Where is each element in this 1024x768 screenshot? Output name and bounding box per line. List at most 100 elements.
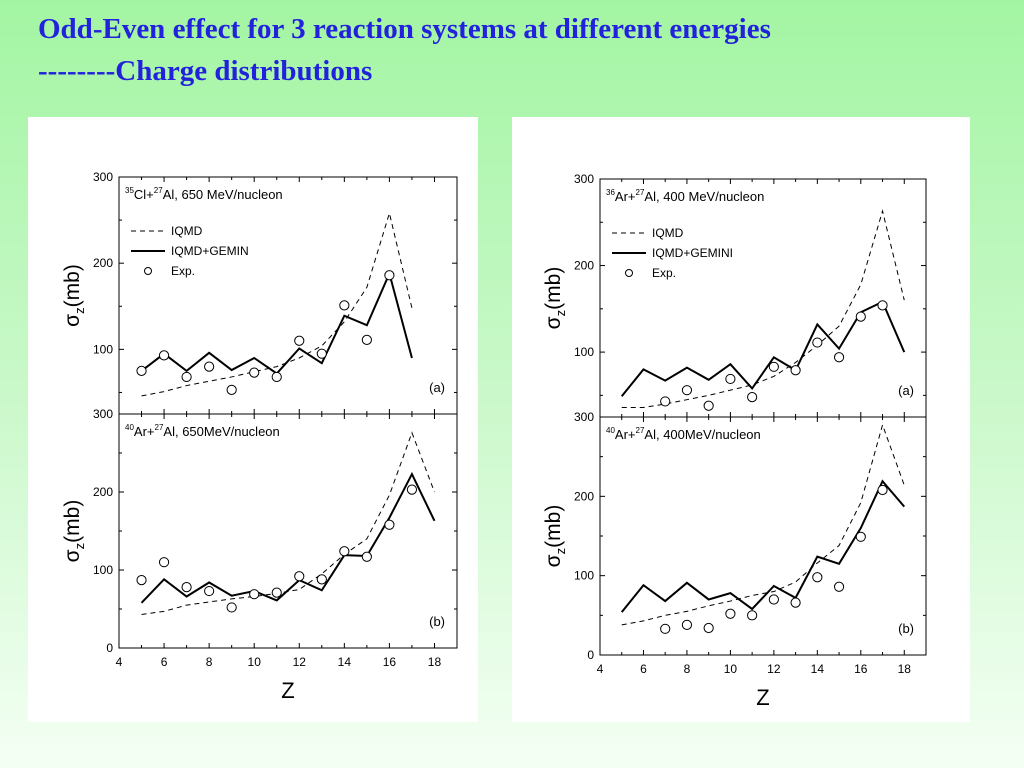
panel-top: 100 200 300 35Cl+27Al, 650 MeV/nucleon (a) σz… xyxy=(61,170,458,415)
slide-title-line2: --------Charge distributions xyxy=(38,55,373,87)
exp-point xyxy=(294,335,305,346)
x-tick-label: 6 xyxy=(161,655,168,669)
exp-point xyxy=(226,602,237,613)
x-tick-label: 18 xyxy=(898,662,912,676)
panel-tag: (a) xyxy=(429,380,445,395)
x-tick-label: 12 xyxy=(293,655,307,669)
exp-point xyxy=(833,581,845,592)
x-tick-label: 4 xyxy=(116,655,123,669)
exp-point xyxy=(339,300,350,311)
exp-point xyxy=(271,587,282,598)
y-axis-label: σz(mb) xyxy=(542,267,568,330)
y-tick-label: 200 xyxy=(574,259,594,273)
exp-point xyxy=(294,571,305,582)
exp-point xyxy=(681,619,693,630)
exp-point xyxy=(681,385,693,396)
y-tick-label: 100 xyxy=(574,345,594,359)
x-tick-label: 14 xyxy=(811,662,825,676)
reaction-label: 40Ar+27Al, 650MeV/nucleon xyxy=(125,423,280,439)
x-tick-label: 12 xyxy=(767,662,781,676)
exp-point xyxy=(226,384,237,395)
exp-point xyxy=(384,519,395,530)
legend-swatch-circle xyxy=(625,269,633,277)
exp-point xyxy=(812,337,823,348)
exp-point xyxy=(747,391,758,403)
exp-point xyxy=(271,371,282,383)
exp-point xyxy=(660,623,671,634)
panel-bottom: 0 100 200 300 40Ar+27Al, 650MeV/nucleon (b) σz… xyxy=(61,407,458,655)
exp-point xyxy=(725,608,736,619)
iqmd-line xyxy=(621,209,905,408)
exp-point xyxy=(361,551,372,562)
y-tick-label: 300 xyxy=(93,170,113,184)
reaction-label: 36Ar+27Al, 400 MeV/nucleon xyxy=(606,188,764,204)
panel-tag: (b) xyxy=(898,621,914,636)
x-tick-label: 16 xyxy=(383,655,397,669)
exp-point xyxy=(384,270,395,281)
exp-point xyxy=(249,589,260,600)
panel-bottom: 0 100 200 300 40Ar+27Al, 400MeV/nucleon (b) σz… xyxy=(542,410,927,662)
exp-point xyxy=(339,546,350,557)
exp-point xyxy=(703,400,714,411)
y-tick-label: 100 xyxy=(93,563,113,577)
exp-point xyxy=(812,572,823,583)
x-tick-label: 4 xyxy=(597,662,604,676)
exp-point xyxy=(877,300,888,311)
exp-point xyxy=(361,334,372,345)
y-tick-label: 300 xyxy=(574,410,594,424)
exp-point xyxy=(316,348,327,359)
exp-point xyxy=(790,365,801,376)
exp-point xyxy=(316,574,327,585)
y-tick-label: 200 xyxy=(93,256,113,270)
y-tick-label: 0 xyxy=(587,648,594,662)
iqmd-gemini-line xyxy=(140,270,413,375)
y-tick-label: 300 xyxy=(574,172,594,186)
x-tick-label: 10 xyxy=(724,662,738,676)
y-tick-label: 100 xyxy=(93,342,113,356)
exp-point xyxy=(768,361,779,372)
exp-point xyxy=(158,557,170,568)
y-tick-label: 300 xyxy=(93,407,113,421)
y-axis-label: σz(mb) xyxy=(542,505,568,568)
exp-point xyxy=(204,585,215,597)
right-figure-card: 100 200 300 36Ar+27Al, 400 MeV/nucleon (a) σz… xyxy=(512,117,970,722)
exp-point xyxy=(725,373,736,385)
slide-title-line1: Odd-Even effect for 3 reaction systems a… xyxy=(38,13,771,45)
reaction-label: 35Cl+27Al, 650 MeV/nucleon xyxy=(125,186,283,202)
legend-label: Exp. xyxy=(652,266,676,280)
legend-swatch-circle xyxy=(144,267,152,275)
x-axis-label: Z xyxy=(756,685,769,710)
y-tick-label: 0 xyxy=(106,641,113,655)
legend: IQMD IQMD+GEMINI Exp. xyxy=(612,226,733,280)
reaction-label: 40Ar+27Al, 400MeV/nucleon xyxy=(606,426,761,442)
exp-point xyxy=(406,484,418,495)
exp-point xyxy=(855,311,866,322)
legend-label: IQMD xyxy=(652,226,684,240)
y-tick-label: 200 xyxy=(574,489,594,503)
panel-tag: (a) xyxy=(898,383,914,398)
y-tick-label: 100 xyxy=(574,569,594,583)
exp-point xyxy=(855,531,866,542)
iqmd-line xyxy=(141,211,413,397)
exp-point xyxy=(204,361,215,372)
exp-point xyxy=(136,575,147,586)
x-tick-label: 6 xyxy=(640,662,647,676)
exp-point xyxy=(703,622,714,634)
exp-point xyxy=(833,352,845,363)
y-axis-label: σz(mb) xyxy=(61,500,87,563)
legend-label: Exp. xyxy=(171,264,195,278)
exp-point xyxy=(877,484,888,496)
slide-title: Odd-Even effect for 3 reaction systems a… xyxy=(38,8,998,92)
x-tick-label: 10 xyxy=(248,655,262,669)
exp-point xyxy=(790,597,801,608)
legend: IQMD IQMD+GEMIN Exp. xyxy=(131,224,249,278)
iqmd-line xyxy=(621,423,905,626)
exp-point xyxy=(747,610,758,621)
y-axis-label: σz(mb) xyxy=(61,264,87,327)
panel-top: 100 200 300 36Ar+27Al, 400 MeV/nucleon (a) σz… xyxy=(542,172,927,418)
x-axis-label: Z xyxy=(281,678,294,703)
x-tick-label: 8 xyxy=(206,655,213,669)
exp-point xyxy=(181,371,192,383)
exp-point xyxy=(158,350,170,361)
